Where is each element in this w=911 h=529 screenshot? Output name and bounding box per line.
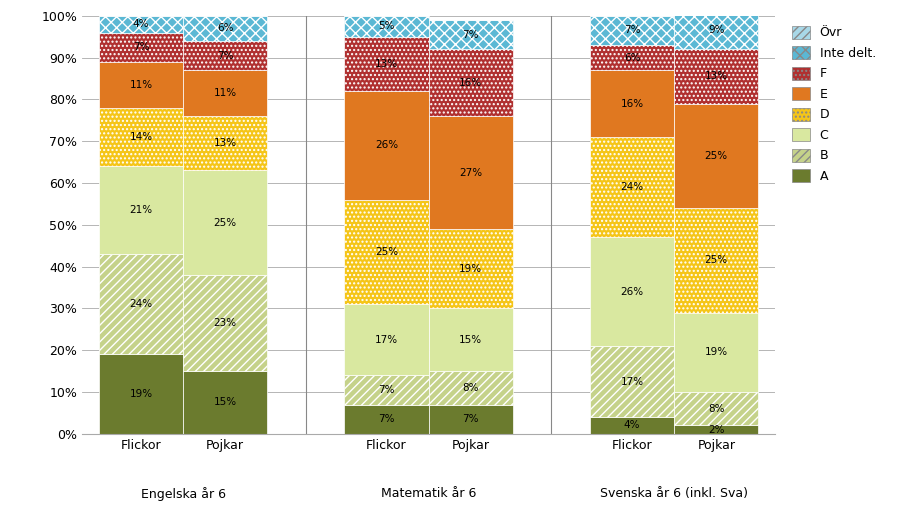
Bar [344,16,428,37]
Text: 7%: 7% [378,414,394,424]
Text: 14%: 14% [129,132,152,142]
Bar [428,20,512,49]
Text: 25%: 25% [704,151,727,161]
Bar [673,313,758,392]
Bar [183,116,267,170]
Text: Engelska år 6: Engelska år 6 [140,487,225,500]
Text: 24%: 24% [619,182,643,192]
Bar [344,200,428,304]
Text: 8%: 8% [707,404,723,414]
Text: 7%: 7% [217,51,233,61]
Bar [589,137,673,238]
Bar [98,62,183,108]
Bar [183,41,267,70]
Bar [344,304,428,375]
Text: 9%: 9% [707,25,723,35]
Bar [98,166,183,254]
Text: 5%: 5% [378,21,394,31]
Text: Matematik år 6: Matematik år 6 [381,487,476,499]
Bar [183,70,267,116]
Bar [183,170,267,275]
Bar [344,91,428,200]
Bar [344,37,428,91]
Text: 19%: 19% [129,389,152,399]
Bar [98,16,183,33]
Text: 7%: 7% [462,414,478,424]
Text: 8%: 8% [462,383,478,393]
Bar [673,208,758,313]
Text: 15%: 15% [213,397,237,407]
Bar [589,45,673,70]
Bar [344,375,428,405]
Bar [344,405,428,434]
Text: 24%: 24% [129,299,152,309]
Bar [589,238,673,346]
Text: 19%: 19% [458,263,482,273]
Text: 15%: 15% [458,335,482,345]
Text: 17%: 17% [619,377,643,387]
Bar [183,275,267,371]
Text: 7%: 7% [462,30,478,40]
Bar [98,33,183,62]
Text: 19%: 19% [704,347,727,357]
Bar [183,371,267,434]
Bar [98,354,183,434]
Bar [673,392,758,425]
Legend: Övr, Inte delt., F, E, D, C, B, A: Övr, Inte delt., F, E, D, C, B, A [787,22,879,187]
Bar [183,16,267,41]
Text: 11%: 11% [129,80,152,90]
Bar [428,308,512,371]
Text: 6%: 6% [623,53,640,62]
Text: 4%: 4% [133,19,149,29]
Text: 16%: 16% [619,98,643,108]
Text: 2%: 2% [707,425,723,435]
Bar [589,417,673,434]
Text: 27%: 27% [458,168,482,178]
Bar [98,108,183,166]
Text: 21%: 21% [129,205,152,215]
Text: 11%: 11% [213,88,237,98]
Text: 26%: 26% [619,287,643,297]
Bar [589,16,673,45]
Text: Svenska år 6 (inkl. Sva): Svenska år 6 (inkl. Sva) [599,487,747,499]
Text: 4%: 4% [623,421,640,431]
Bar [673,49,758,104]
Text: 25%: 25% [704,256,727,266]
Bar [589,70,673,137]
Bar [428,229,512,308]
Bar [428,371,512,405]
Bar [98,254,183,354]
Bar [428,405,512,434]
Bar [673,104,758,208]
Text: 25%: 25% [374,247,398,257]
Text: 13%: 13% [704,71,727,81]
Text: 17%: 17% [374,335,398,345]
Bar [673,425,758,434]
Text: 7%: 7% [623,25,640,35]
Bar [428,49,512,116]
Text: 6%: 6% [217,23,233,33]
Text: 25%: 25% [213,218,237,228]
Text: 23%: 23% [213,318,237,328]
Bar [428,116,512,229]
Text: 13%: 13% [374,59,398,69]
Text: 16%: 16% [458,78,482,88]
Text: 26%: 26% [374,140,398,150]
Text: 7%: 7% [378,385,394,395]
Bar [673,12,758,49]
Text: 7%: 7% [133,42,149,52]
Bar [589,346,673,417]
Text: 13%: 13% [213,138,237,148]
